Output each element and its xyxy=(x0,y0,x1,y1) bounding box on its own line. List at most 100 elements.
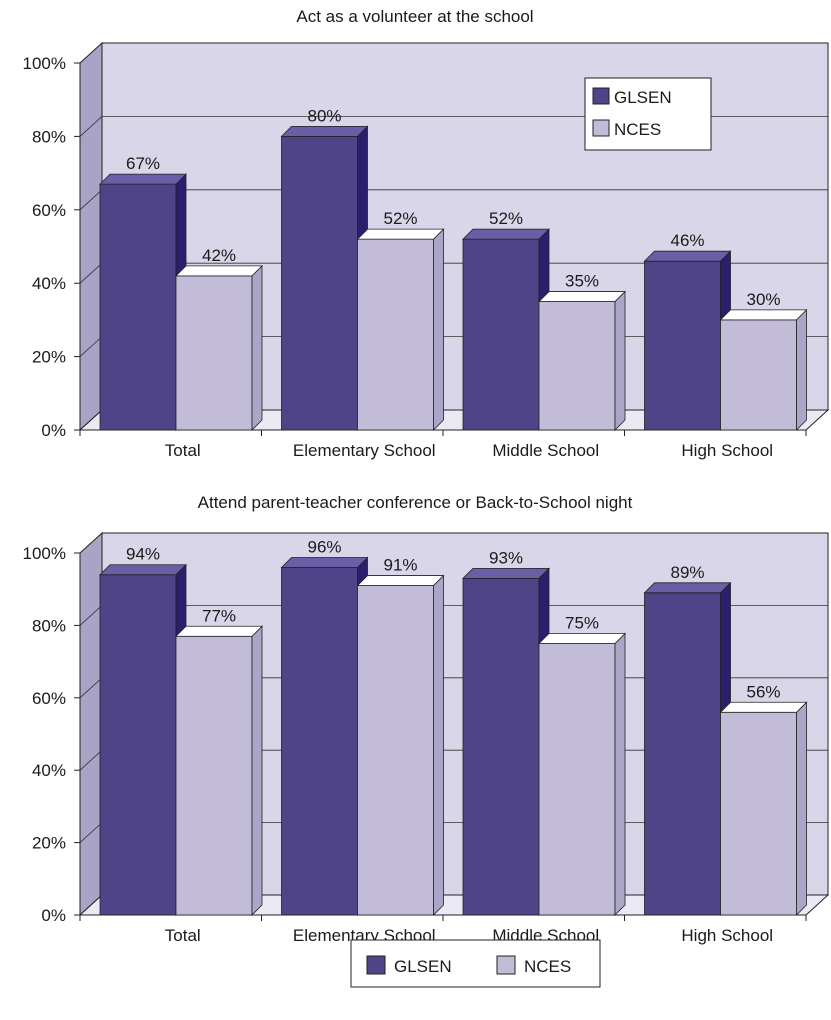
bar-nces-high-school-side xyxy=(796,701,807,916)
y-tick-label: 60% xyxy=(32,689,66,708)
data-label-glsen-total: 67% xyxy=(126,154,160,173)
data-label-nces-elementary-school: 52% xyxy=(383,209,417,228)
x-tick-label-high-school: High School xyxy=(681,926,773,945)
bar-nces-high-school-top xyxy=(719,701,808,713)
data-label-glsen-total: 94% xyxy=(126,545,160,564)
bar-glsen-middle-school-top xyxy=(462,567,550,579)
x-tick-label-total: Total xyxy=(165,441,201,460)
data-label-glsen-middle-school: 52% xyxy=(489,209,523,228)
x-tick-label-elementary-school: Elementary School xyxy=(293,441,436,460)
y-tick-label: 0% xyxy=(41,906,66,925)
bottom-legend-label-nces: NCES xyxy=(524,957,571,976)
bar-nces-elementary-school-front xyxy=(357,585,434,916)
data-label-nces-total: 77% xyxy=(202,606,236,625)
left-wall xyxy=(79,41,103,432)
bar-glsen-middle-school-top xyxy=(462,228,550,240)
data-label-glsen-high-school: 46% xyxy=(670,231,704,250)
y-tick-label: 40% xyxy=(32,274,66,293)
bar-nces-middle-school-front xyxy=(538,301,616,431)
bar-nces-total-top xyxy=(175,265,263,277)
left-wall xyxy=(79,531,103,917)
bottom-legend: GLSEN NCES xyxy=(350,939,601,988)
bar-glsen-middle-school-front xyxy=(462,238,540,431)
y-tick-label: 80% xyxy=(32,616,66,635)
bottom-legend-swatch-nces xyxy=(496,955,516,975)
bar-nces-total-front xyxy=(175,275,253,431)
bar-nces-elementary-school-side xyxy=(433,228,444,431)
legend-swatch-glsen xyxy=(592,87,610,105)
bottom-legend-swatch-glsen xyxy=(366,955,386,975)
y-tick-label: 0% xyxy=(41,421,66,440)
bar-nces-high-school-front xyxy=(720,711,797,916)
bar-glsen-total-front xyxy=(99,574,177,916)
bar-nces-total-top xyxy=(175,625,263,637)
bar-nces-total xyxy=(175,264,263,431)
bar-glsen-total-top xyxy=(99,173,187,185)
bar-glsen-high-school-front xyxy=(644,592,721,916)
bar-nces-total-side xyxy=(251,264,263,431)
bar-glsen-total xyxy=(99,563,187,916)
bar-nces-total xyxy=(175,625,263,916)
bar-nces-middle-school-side xyxy=(614,290,626,431)
bar-glsen-middle-school xyxy=(462,567,550,916)
bar-nces-high-school xyxy=(719,701,808,916)
bar-nces-elementary-school-front xyxy=(357,238,434,431)
bar-nces-total-front xyxy=(175,635,253,916)
bar-nces-total-side xyxy=(251,625,263,916)
y-tick-label: 20% xyxy=(32,834,66,853)
chart-conference: Attend parent-teacher conference or Back… xyxy=(23,493,830,945)
bar-glsen-elementary-school xyxy=(280,556,369,916)
chart-legend: GLSEN NCES xyxy=(584,77,712,151)
bar-glsen-elementary-school-top xyxy=(280,557,369,568)
bar-glsen-total xyxy=(99,173,187,431)
bar-glsen-high-school xyxy=(643,250,732,431)
data-label-nces-high-school: 56% xyxy=(746,682,780,701)
bar-nces-middle-school-top xyxy=(538,633,626,644)
bar-nces-elementary-school xyxy=(356,574,445,916)
data-label-nces-total: 42% xyxy=(202,246,236,265)
legend-label-glsen: GLSEN xyxy=(614,88,672,107)
chart-title: Attend parent-teacher conference or Back… xyxy=(198,493,633,512)
chart-title: Act as a volunteer at the school xyxy=(296,7,533,26)
bar-nces-elementary-school xyxy=(356,228,445,431)
bar-nces-high-school-side xyxy=(796,308,807,431)
y-tick-label: 40% xyxy=(32,761,66,780)
x-tick-label-total: Total xyxy=(165,926,201,945)
bar-glsen-elementary-school xyxy=(280,125,369,431)
bar-glsen-high-school-top xyxy=(643,582,732,594)
bar-glsen-elementary-school-top xyxy=(280,126,369,137)
data-label-nces-elementary-school: 91% xyxy=(383,556,417,575)
bar-nces-middle-school-side xyxy=(614,632,626,916)
y-tick-label: 100% xyxy=(23,544,66,563)
bar-nces-elementary-school-top xyxy=(356,228,445,240)
bottom-legend-box xyxy=(350,939,601,988)
bar-glsen-middle-school xyxy=(462,228,550,431)
bar-nces-middle-school xyxy=(538,290,626,431)
bar-glsen-elementary-school-front xyxy=(281,567,358,916)
bar-nces-high-school-top xyxy=(719,309,808,321)
data-label-nces-high-school: 30% xyxy=(746,290,780,309)
bottom-legend-label-glsen: GLSEN xyxy=(394,957,452,976)
legend-swatch-nces xyxy=(592,119,610,137)
x-tick-label-middle-school: Middle School xyxy=(492,441,599,460)
bar-nces-high-school-front xyxy=(720,319,797,431)
bar-nces-elementary-school-side xyxy=(433,574,444,916)
y-tick-label: 100% xyxy=(23,54,66,73)
data-label-glsen-elementary-school: 80% xyxy=(307,106,341,125)
bar-nces-middle-school xyxy=(538,632,626,916)
bar-glsen-high-school-front xyxy=(644,260,721,431)
bar-nces-elementary-school-top xyxy=(356,575,445,586)
chart-volunteer: Act as a volunteer at the school 0% 20% 40%… xyxy=(23,7,830,460)
bar-glsen-high-school xyxy=(643,581,732,916)
bar-glsen-total-top xyxy=(99,564,187,576)
data-label-glsen-middle-school: 93% xyxy=(489,548,523,567)
bar-glsen-high-school-top xyxy=(643,250,732,262)
bar-glsen-elementary-school-front xyxy=(281,135,358,431)
bar-glsen-middle-school-front xyxy=(462,577,540,916)
data-label-nces-middle-school: 35% xyxy=(565,272,599,291)
x-tick-label-high-school: High School xyxy=(681,441,773,460)
y-tick-label: 60% xyxy=(32,201,66,220)
y-tick-label: 20% xyxy=(32,348,66,367)
data-label-nces-middle-school: 75% xyxy=(565,614,599,633)
